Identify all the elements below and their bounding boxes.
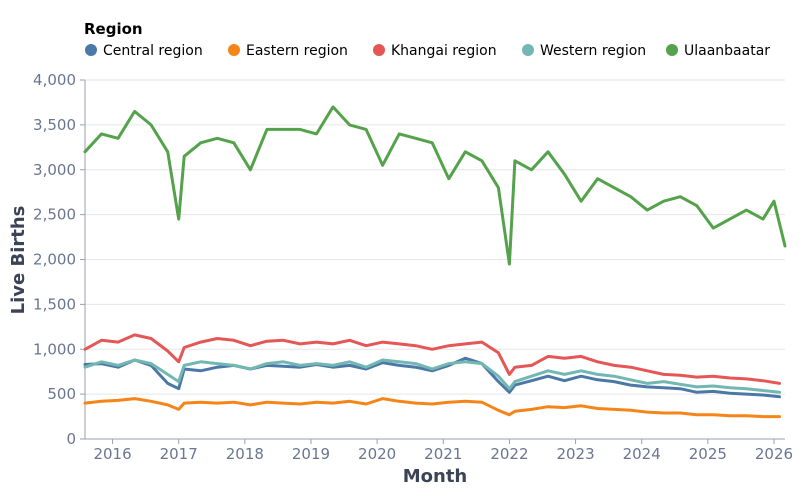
y-tick-label: 1,500 [33,295,76,313]
y-tick-label: 1,000 [33,340,76,358]
gridlines [85,79,785,440]
x-tick-label: 2021 [424,445,462,463]
y-tick-label: 0 [66,430,76,448]
legend-swatch [373,44,385,56]
legend-swatch [666,44,678,56]
x-tick-label: 2016 [93,445,131,463]
legend-item: Eastern region [228,43,348,59]
y-tick-label: 2,000 [33,251,76,269]
series-line-eastern-region [83,397,781,419]
legend-item: Khangai region [373,43,497,59]
legend-item: Western region [522,43,646,59]
x-tick-label: 2025 [689,445,727,463]
series-line-khangai-region [83,333,781,385]
x-tick-label: 2022 [490,445,528,463]
x-tick-label: 2026 [755,445,793,463]
y-tick-label: 4,000 [33,71,76,89]
y-axis-title: Live Births [8,206,29,315]
x-tick-label: 2020 [358,445,396,463]
x-tick-label: 2017 [160,445,198,463]
y-tick-label: 2,500 [33,206,76,224]
series-line-central-region [83,356,781,399]
legend-title: Region [84,20,143,38]
legend-swatch [522,44,534,56]
series-line-western-region [83,358,781,394]
series-group [83,105,787,419]
x-tick-label: 2018 [226,445,264,463]
y-tick-label: 3,000 [33,161,76,179]
legend-label: Eastern region [246,43,348,59]
y-axis: 0 500 1,000 1,500 2,000 2,500 3,000 3,500 4,000 [33,71,86,448]
y-tick-label: 500 [47,385,76,403]
x-tick-label: 2024 [623,445,661,463]
legend-swatch [85,44,97,56]
legend-label: Western region [540,43,646,59]
x-axis-title: Month [403,466,468,487]
y-tick-label: 3,500 [33,116,76,134]
legend-label: Central region [103,43,203,59]
x-axis: 2016 2017 2018 2019 2020 2021 2022 2023 2024 2025… [85,438,793,463]
legend: Region Central region Eastern region Khang… [84,20,770,59]
series-line-ulaanbaatar [83,105,787,266]
x-tick-label: 2023 [556,445,594,463]
legend-label: Ulaanbaatar [684,43,770,59]
legend-swatch [228,44,240,56]
legend-item: Central region [85,43,203,59]
legend-label: Khangai region [391,43,497,59]
legend-item: Ulaanbaatar [666,43,770,59]
x-tick-label: 2019 [292,445,330,463]
